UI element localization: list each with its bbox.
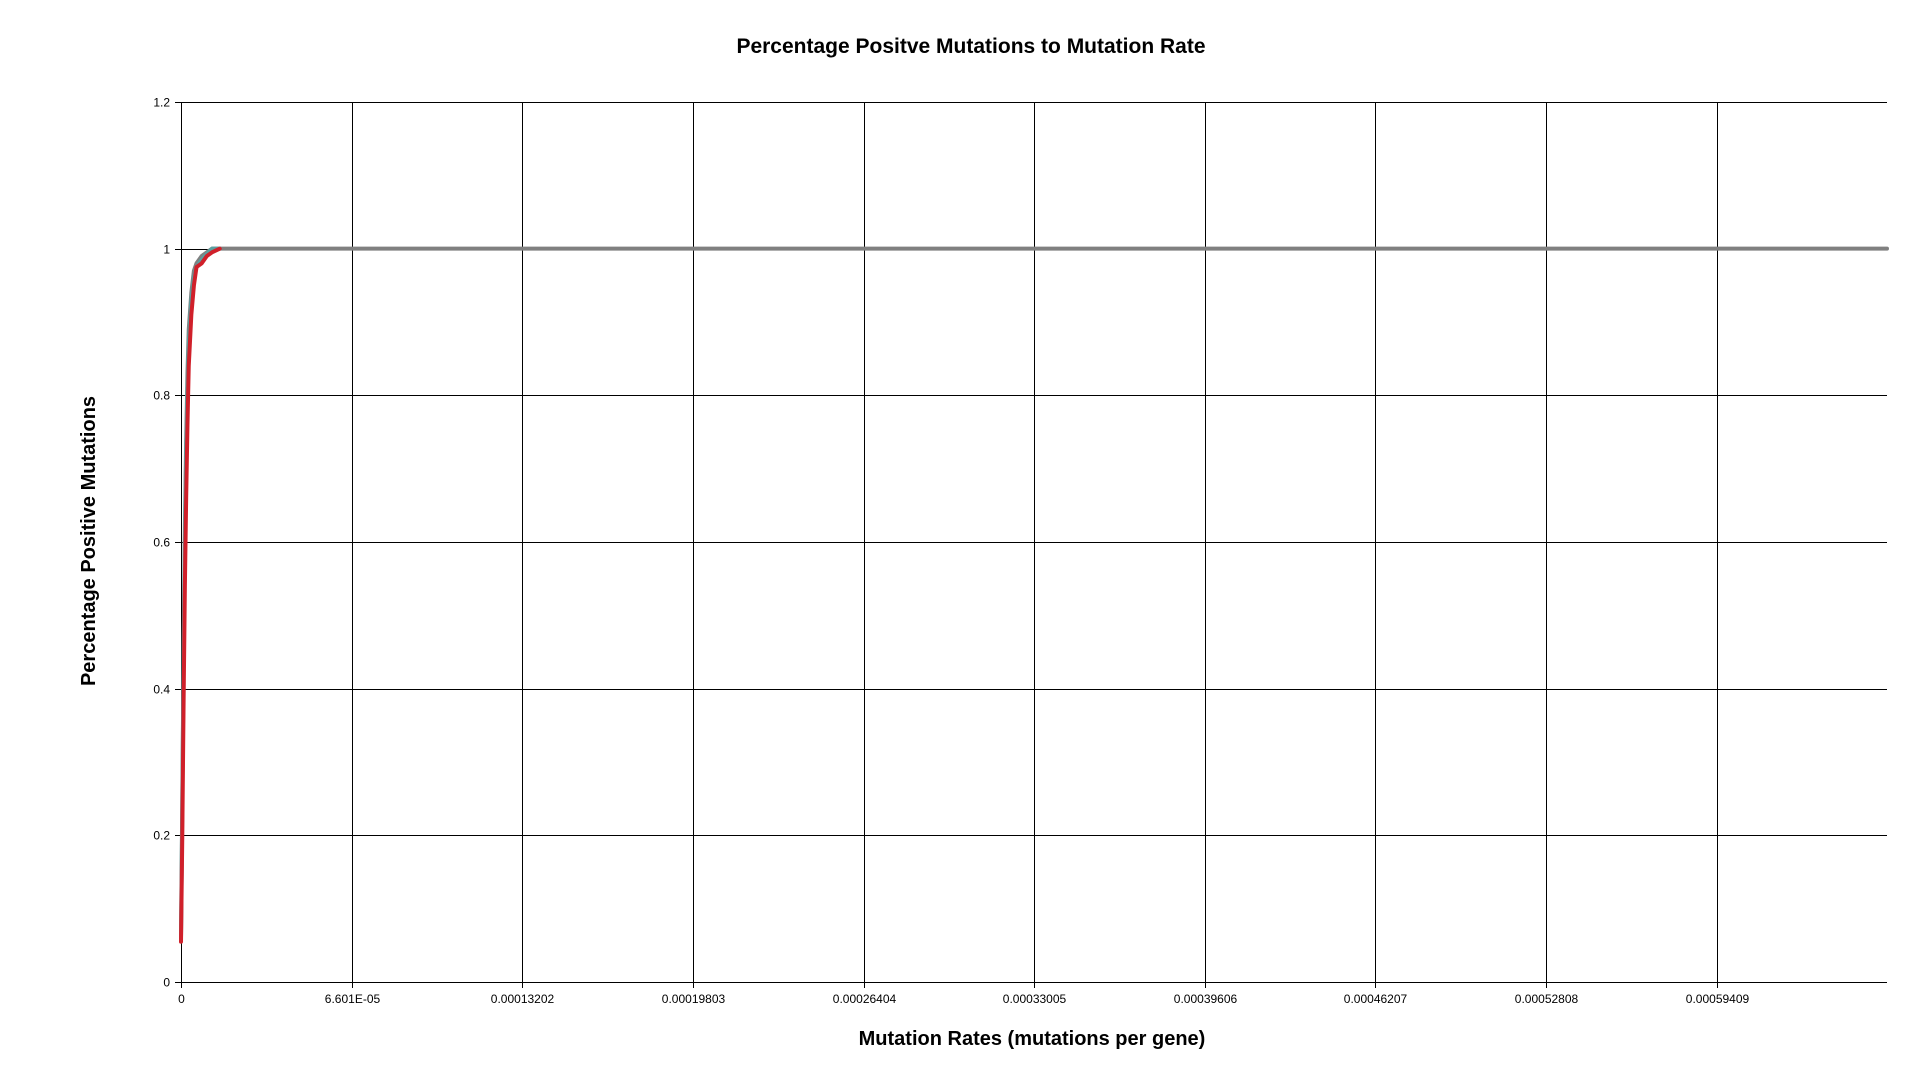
- y-axis-title: Percentage Positive Mutations: [78, 396, 100, 686]
- y-tick-label: 1: [163, 243, 170, 257]
- chart-title: Percentage Positve Mutations to Mutation…: [736, 35, 1205, 58]
- x-tick-label: 0.00013202: [491, 992, 555, 1006]
- series-line-2: [179, 246, 222, 940]
- x-tick-label: 0.00039606: [1174, 992, 1238, 1006]
- y-tick-label: 1.2: [153, 96, 170, 110]
- y-tick-label: 0.2: [153, 829, 170, 843]
- x-tick-label: 0.00059409: [1686, 992, 1750, 1006]
- y-tick-label: 0.6: [153, 536, 170, 550]
- y-tick-label: 0: [163, 976, 170, 990]
- x-tick-labels: 0 6.601E-05 0.00013202 0.00019803 0.00026404…: [178, 992, 1749, 1006]
- x-tick-label: 0.00052808: [1515, 992, 1579, 1006]
- x-tick-label: 0.00019803: [662, 992, 726, 1006]
- series-line-3: [179, 246, 222, 944]
- x-tick-label: 0: [178, 992, 185, 1006]
- grid-layer: [175, 102, 1887, 988]
- x-tick-label: 0.00026404: [833, 992, 897, 1006]
- y-tick-label: 0.8: [153, 389, 170, 403]
- y-tick-labels: 0 0.2 0.4 0.6 0.8 1 1.2: [153, 96, 170, 990]
- x-tick-label: 0.00033005: [1003, 992, 1067, 1006]
- x-tick-label: 6.601E-05: [325, 992, 381, 1006]
- x-tick-label: 0.00046207: [1344, 992, 1408, 1006]
- y-tick-label: 0.4: [153, 683, 170, 697]
- x-axis-title: Mutation Rates (mutations per gene): [859, 1028, 1206, 1050]
- series-layer: [179, 246, 1889, 944]
